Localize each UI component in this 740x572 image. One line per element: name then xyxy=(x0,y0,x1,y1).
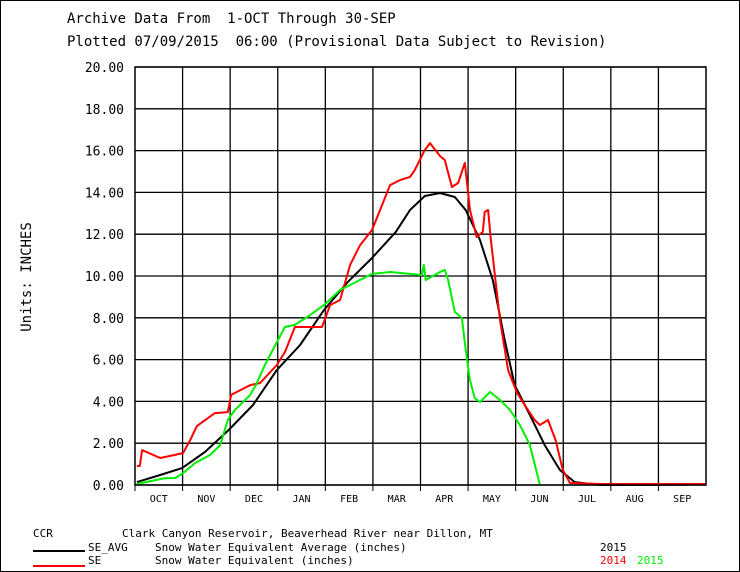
legend-year-se-avg-2015: 2015 xyxy=(600,541,627,554)
legend-code-se-avg: SE_AVG xyxy=(88,541,128,554)
legend-desc-se-avg: Snow Water Equivalent Average (inches) xyxy=(155,541,407,554)
y-tick-label: 4.00 xyxy=(93,395,124,410)
legend-year-se-2015: 2015 xyxy=(637,554,664,567)
y-tick-label: 16.00 xyxy=(85,145,124,160)
legend-station-name: Clark Canyon Reservoir, Beaverhead River… xyxy=(122,527,493,540)
x-tick-label: DEC xyxy=(245,494,263,505)
legend-code-se: SE xyxy=(88,554,101,567)
x-tick-label: SEP xyxy=(673,494,691,505)
chart-title-line2: Plotted 07/09/2015 06:00 (Provisional Da… xyxy=(67,34,606,50)
y-axis-label: Units: INCHES xyxy=(19,222,35,332)
legend-station-code: CCR xyxy=(33,527,53,540)
x-tick-label: MAR xyxy=(388,494,407,505)
x-tick-label: JAN xyxy=(293,494,311,505)
y-tick-label: 2.00 xyxy=(93,437,124,452)
chart-title-line1: Archive Data From 1-OCT Through 30-SEP xyxy=(67,11,396,27)
legend-year-se-2014: 2014 xyxy=(600,554,627,567)
legend-desc-se: Snow Water Equivalent (inches) xyxy=(155,554,354,567)
x-tick-label: AUG xyxy=(626,494,644,505)
x-tick-label: MAY xyxy=(483,494,501,505)
x-tick-label: JUN xyxy=(530,494,548,505)
y-tick-label: 8.00 xyxy=(93,312,124,327)
y-tick-label: 20.00 xyxy=(85,61,124,76)
x-tick-label: NOV xyxy=(197,494,215,505)
y-tick-label: 0.00 xyxy=(93,479,124,494)
y-tick-label: 12.00 xyxy=(85,228,124,243)
y-tick-label: 10.00 xyxy=(85,270,124,285)
series-line-se-2015 xyxy=(136,263,541,486)
series-line-se-2014 xyxy=(136,142,706,485)
x-tick-label: APR xyxy=(435,494,454,505)
y-tick-label: 6.00 xyxy=(93,354,124,369)
series-line-se-avg-2015 xyxy=(136,192,707,486)
y-tick-label: 14.00 xyxy=(85,186,124,201)
x-tick-label: OCT xyxy=(150,494,168,505)
x-tick-label: JUL xyxy=(578,494,596,505)
y-tick-label: 18.00 xyxy=(85,103,124,118)
x-tick-label: FEB xyxy=(340,494,358,505)
